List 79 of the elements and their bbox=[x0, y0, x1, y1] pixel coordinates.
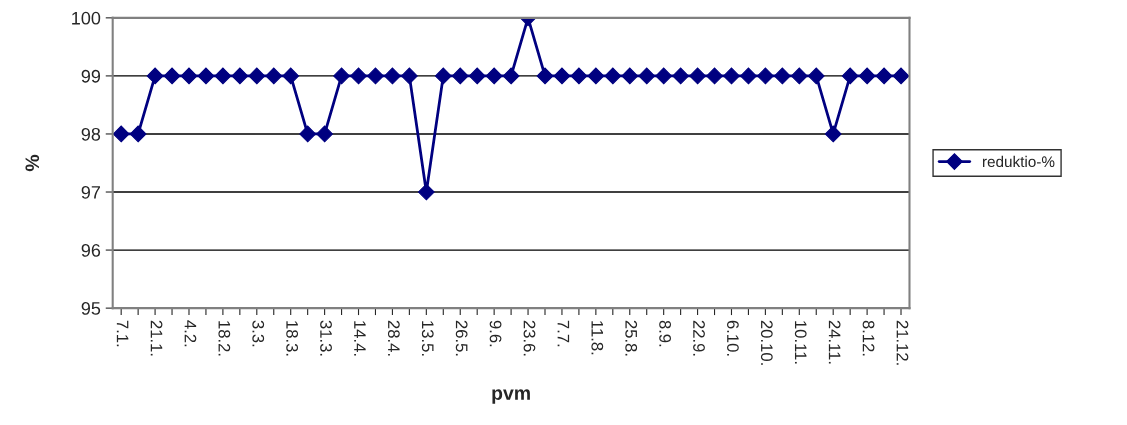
x-tick-label: 18.2. bbox=[218, 321, 231, 356]
y-tick-label: 100 bbox=[72, 11, 101, 25]
x-tick-label: 9.6. bbox=[489, 320, 502, 347]
point bbox=[180, 67, 198, 85]
x-tick-label: 14.4. bbox=[354, 321, 366, 356]
x-tick-label: 8.12. bbox=[862, 320, 875, 356]
point bbox=[790, 67, 808, 85]
point bbox=[384, 67, 401, 85]
point bbox=[672, 67, 689, 85]
point bbox=[401, 67, 418, 85]
point bbox=[570, 67, 588, 85]
x-tick-label: 6.10. bbox=[727, 320, 739, 356]
point bbox=[858, 67, 876, 85]
point bbox=[740, 67, 757, 85]
point bbox=[553, 67, 571, 85]
point bbox=[333, 67, 350, 85]
point bbox=[706, 67, 723, 85]
y-tick-label: 99 bbox=[81, 69, 101, 83]
x-tick-label: 28.4. bbox=[387, 320, 400, 356]
x-tick-label: 13.5. bbox=[421, 321, 434, 356]
y-axis-title: % bbox=[25, 154, 40, 172]
point bbox=[163, 67, 181, 85]
point bbox=[536, 67, 554, 85]
x-tick-label: 7.1. bbox=[116, 320, 129, 347]
point bbox=[197, 67, 215, 85]
point bbox=[231, 67, 249, 85]
point bbox=[773, 67, 791, 85]
point bbox=[248, 67, 266, 85]
point bbox=[350, 67, 367, 85]
x-tick-label: 21.12. bbox=[896, 320, 909, 365]
x-tick-label: 10.11. bbox=[794, 321, 807, 364]
y-tick-label: 96 bbox=[81, 244, 101, 257]
point bbox=[451, 67, 469, 85]
x-tick-label: 8.9. bbox=[659, 320, 671, 347]
point bbox=[468, 67, 486, 85]
x-tick-label: 23.6. bbox=[523, 320, 536, 356]
point bbox=[502, 67, 520, 85]
x-tick-label: 22.9. bbox=[693, 320, 705, 356]
point bbox=[434, 67, 452, 85]
point bbox=[824, 125, 842, 143]
point bbox=[367, 67, 384, 85]
point bbox=[723, 67, 740, 85]
point bbox=[621, 67, 639, 85]
y-tick-label: 97 bbox=[81, 185, 100, 199]
x-tick-label: 25.8. bbox=[625, 320, 638, 356]
x-tick-label: 4.2. bbox=[184, 320, 197, 347]
point bbox=[485, 67, 503, 85]
point bbox=[316, 125, 333, 143]
point bbox=[841, 67, 859, 85]
point bbox=[689, 67, 706, 85]
point bbox=[214, 67, 232, 85]
point bbox=[638, 67, 656, 85]
y-tick-label: 98 bbox=[81, 127, 101, 141]
x-tick-label: 26.5. bbox=[455, 320, 468, 356]
point bbox=[807, 67, 825, 85]
point bbox=[604, 67, 622, 85]
point bbox=[892, 67, 910, 85]
legend-label: reduktio-% bbox=[982, 155, 1055, 168]
y-tick-label: 95 bbox=[81, 302, 101, 315]
x-tick-label: 3.3. bbox=[252, 320, 265, 347]
point bbox=[129, 125, 147, 143]
point bbox=[417, 183, 435, 201]
point bbox=[655, 67, 673, 85]
point bbox=[112, 125, 130, 143]
point bbox=[299, 125, 317, 143]
x-tick-label: 7.7. bbox=[557, 320, 570, 347]
x-tick-label: 21.1. bbox=[150, 320, 163, 356]
point bbox=[757, 67, 774, 85]
point bbox=[282, 67, 300, 85]
point bbox=[875, 67, 893, 85]
point bbox=[265, 67, 283, 85]
x-tick-label: 31.3. bbox=[320, 320, 332, 356]
x-tick-label: 18.3. bbox=[286, 321, 299, 356]
point bbox=[146, 67, 164, 85]
x-tick-label: 24.11. bbox=[828, 320, 841, 364]
x-tick-label: 11.8. bbox=[591, 321, 604, 355]
point bbox=[587, 67, 605, 85]
x-tick-label: 20.10. bbox=[760, 320, 773, 365]
x-axis-title: pvm bbox=[492, 389, 530, 404]
